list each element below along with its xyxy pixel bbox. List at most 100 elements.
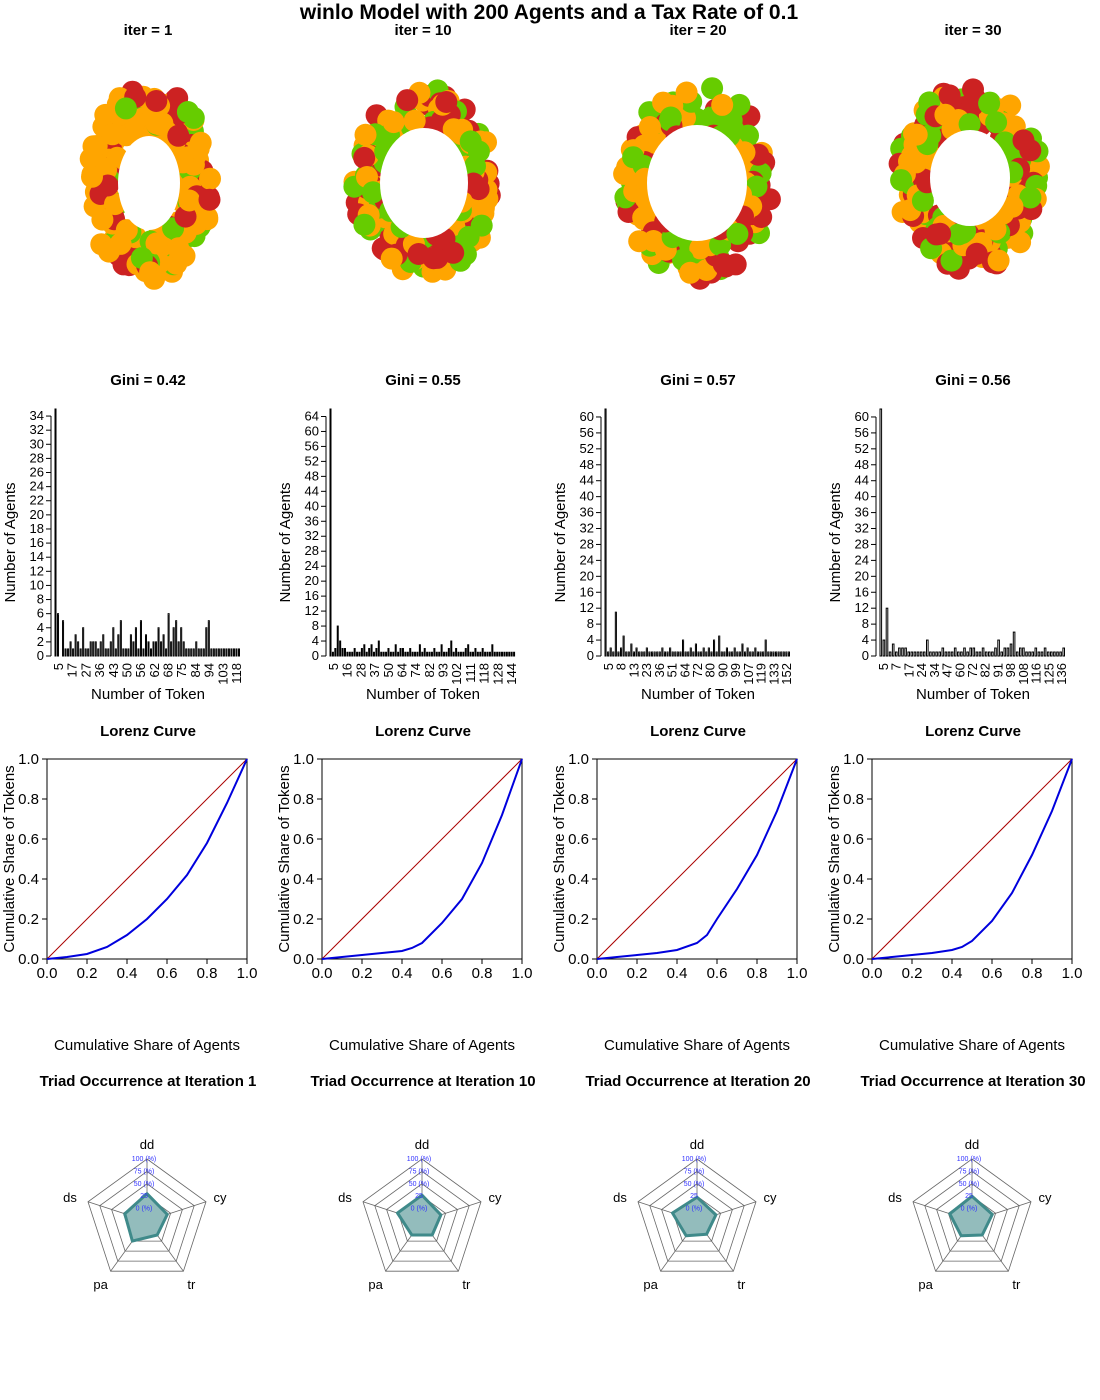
x-tick-label: 102 [449,663,464,685]
radar-scale-label: 25 [965,1193,973,1200]
histogram-bar [397,651,400,657]
histogram-bar [756,651,759,657]
histogram-bar [385,651,388,657]
equality-line [46,758,248,960]
x-tick-label: 13 [626,663,641,677]
y-tick-label: 0.8 [843,791,864,808]
histogram-bar [387,648,390,657]
histogram-bar [772,651,775,657]
y-tick-label: 48 [305,468,319,483]
radar-grid [99,1170,195,1262]
network-node [407,243,430,265]
histogram-bar [622,635,625,657]
histogram-bar [981,647,985,657]
histogram-bar [356,651,359,657]
y-tick-label: 1.0 [18,751,39,768]
histogram-bar [210,648,213,657]
network-hole [930,130,1010,226]
histogram-bar [679,651,682,657]
histogram-bar [481,648,484,657]
y-tick-label: 0.2 [843,911,864,928]
network-node [354,123,377,146]
histogram-bar [160,641,163,657]
y-tick-label: 20 [855,568,869,583]
x-tick-label: 119 [754,663,769,684]
histogram-bar [953,647,957,657]
histogram-bar [401,648,404,657]
histogram-bar [372,651,375,657]
histogram-bar [963,647,966,657]
x-tick-label: 50 [119,663,134,677]
x-tick-label: 0.4 [667,965,688,982]
y-tick-label: 0.2 [18,911,39,928]
histogram-bar [910,651,914,657]
histogram-bar [674,651,677,657]
histogram-bar [513,651,516,657]
histogram-bar [609,647,612,657]
histogram-bar [445,651,448,657]
network-node [987,249,1010,272]
network-node [679,261,702,284]
x-tick-label: 64 [677,663,692,677]
histogram-bar [409,648,412,657]
x-axis-label: Cumulative Share of Agents [54,1037,240,1054]
histogram-bar [339,640,342,657]
x-tick-label: 0.8 [197,965,218,982]
network-node [728,93,751,116]
histogram-bar [705,651,708,657]
histogram-bar [237,648,241,657]
histogram-bar [738,651,741,657]
y-tick-label: 24 [30,479,44,494]
histogram-bar [1046,651,1050,657]
histogram-bar [97,648,100,657]
network-node [145,112,168,135]
histogram-bar [87,648,90,657]
network-hole [647,125,747,241]
network-node [1001,195,1024,218]
histogram-bar [334,648,337,657]
histogram-bar [336,625,339,657]
histogram-bar [895,651,898,657]
histogram-bar [510,651,513,657]
radar-grid [936,1183,1008,1252]
y-tick-label: 32 [855,521,869,536]
x-tick-label: 5 [51,663,66,670]
network-node [934,103,957,126]
histogram-bar [749,651,752,657]
x-tick-label: 7 [889,663,904,670]
histogram-bar [935,651,938,657]
histogram-bar [689,647,692,657]
y-tick-label: 0 [37,648,44,663]
network-node [139,261,162,284]
x-axis-label: Number of Token [916,686,1030,703]
y-axis-label: Cumulative Share of Tokens [551,765,568,952]
histogram-bar [978,651,982,657]
radar-grid [637,1158,757,1272]
histogram-bar [157,627,160,657]
x-tick-label: 0.0 [37,965,58,982]
histogram-bar [227,648,230,657]
histogram-bar [508,651,511,657]
histogram-bar [394,644,397,657]
histogram-bar [207,620,210,657]
lorenz-title: Lorenz Curve [100,723,196,740]
histogram-bar [380,651,383,657]
histogram-bar [1009,643,1013,657]
radar-axis-label: dd [690,1137,704,1152]
histogram-bar [728,651,731,657]
histogram-bar [658,651,661,657]
network-node [462,172,485,195]
x-tick-label: 99 [728,663,743,677]
y-tick-label: 30 [30,436,44,451]
histogram-bar [54,408,57,657]
histogram: Gini = 0.5504812162024283236404448525660… [277,372,519,703]
histogram-title: Gini = 0.56 [935,372,1010,389]
panels: iter = 1 iter = 10 iter = 20 iter = 30 Gini … [1,22,1086,1292]
y-tick-label: 28 [30,450,44,465]
histogram-bar [1006,647,1010,657]
histogram-bar [692,651,695,657]
histogram-bar [1040,651,1044,657]
network-node [353,213,376,236]
x-tick-label: 56 [133,663,148,677]
histogram-bar [147,641,150,657]
